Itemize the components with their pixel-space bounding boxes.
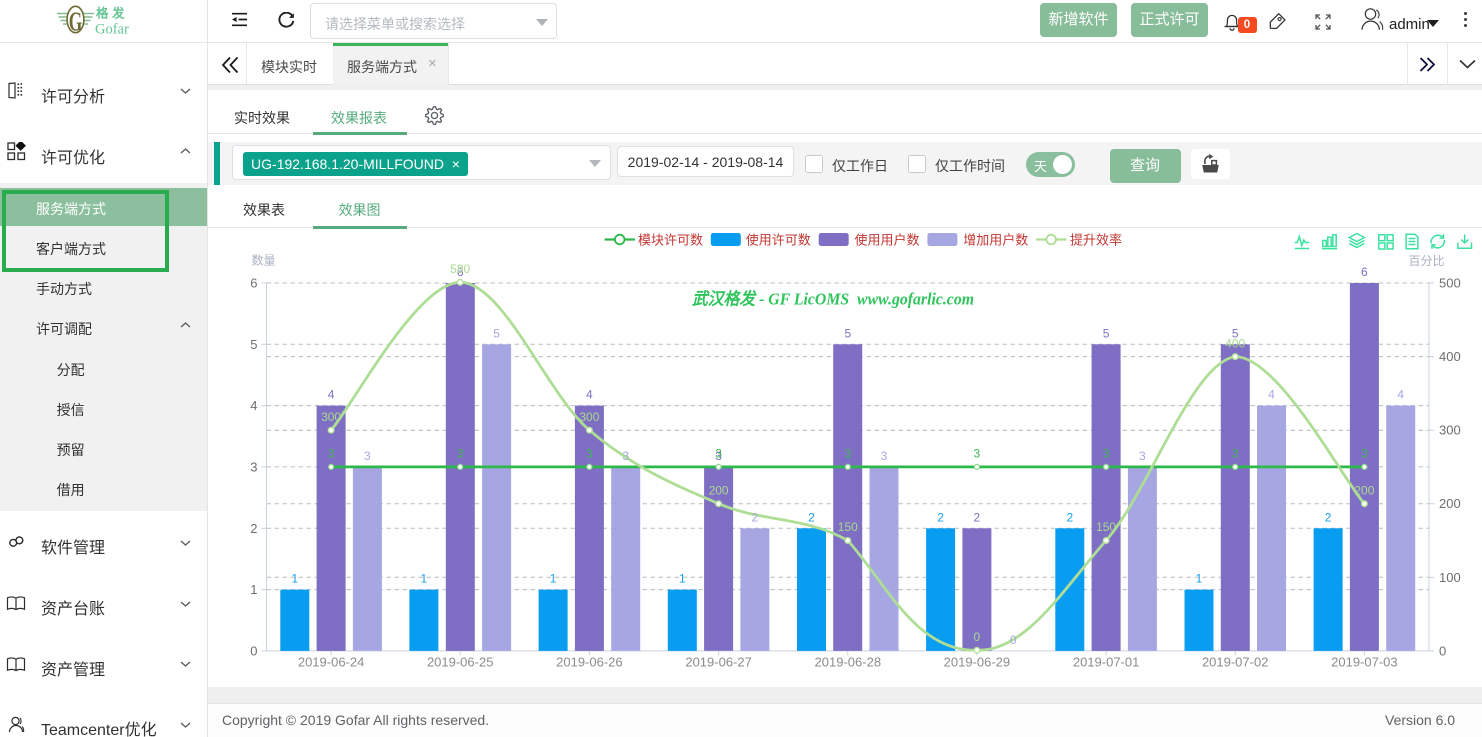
svg-text:模块许可数: 模块许可数 [638,232,703,247]
svg-text:使用用户数: 使用用户数 [855,232,920,247]
svg-text:300: 300 [321,410,341,424]
svg-text:300: 300 [579,410,599,424]
svg-text:3: 3 [844,447,851,461]
svg-text:3: 3 [622,449,629,463]
svg-text:数量: 数量 [251,253,275,268]
svg-text:2: 2 [974,510,981,524]
svg-text:1: 1 [679,572,686,586]
svg-text:0: 0 [1010,633,1017,647]
svg-text:3: 3 [586,447,593,461]
svg-text:0: 0 [250,643,257,658]
svg-text:4: 4 [250,398,257,413]
svg-text:2019-06-27: 2019-06-27 [685,655,752,670]
svg-text:1: 1 [550,572,557,586]
svg-text:G: G [69,7,83,37]
svg-text:3: 3 [1103,447,1110,461]
svg-text:3: 3 [881,449,888,463]
svg-text:0: 0 [1439,643,1446,658]
svg-text:3: 3 [1232,447,1239,461]
svg-text:150: 150 [1096,520,1116,534]
svg-text:3: 3 [715,449,722,463]
svg-text:3: 3 [974,447,981,461]
svg-text:武汉格发 - GF LicOMS www.gofarlic: 武汉格发 - GF LicOMS www.gofarlic.com [692,290,974,309]
svg-text:百分比: 百分比 [1409,254,1445,268]
svg-text:使用许可数: 使用许可数 [746,232,811,247]
svg-text:4: 4 [328,388,335,402]
svg-text:2: 2 [937,510,944,524]
svg-text:5: 5 [493,326,500,340]
svg-text:2019-06-29: 2019-06-29 [944,655,1011,670]
svg-text:增加用户数: 增加用户数 [963,232,1028,247]
svg-text:2: 2 [250,521,257,536]
svg-text:2019-07-03: 2019-07-03 [1331,655,1398,670]
svg-text:200: 200 [709,483,729,497]
svg-text:3: 3 [1361,447,1368,461]
svg-text:200: 200 [1354,483,1374,497]
svg-text:100: 100 [1439,570,1461,585]
svg-text:400: 400 [1439,349,1461,364]
svg-text:3: 3 [328,447,335,461]
svg-text:300: 300 [1439,423,1461,438]
svg-text:Gofar: Gofar [95,22,129,38]
svg-text:6: 6 [250,276,257,291]
svg-text:500: 500 [1439,276,1461,291]
svg-text:2019-07-02: 2019-07-02 [1202,655,1269,670]
svg-text:3: 3 [364,449,371,463]
svg-text:150: 150 [838,520,858,534]
svg-text:2019-06-24: 2019-06-24 [298,655,365,670]
svg-text:4: 4 [1397,388,1404,402]
svg-text:3: 3 [1139,449,1146,463]
svg-text:1: 1 [250,582,257,597]
svg-text:0: 0 [974,630,981,644]
svg-text:3: 3 [457,447,464,461]
svg-text:5: 5 [250,337,257,352]
svg-text:400: 400 [1225,336,1245,350]
svg-text:2: 2 [1066,510,1073,524]
svg-text:1: 1 [291,572,298,586]
svg-text:2: 2 [1325,510,1332,524]
svg-text:提升效率: 提升效率 [1070,232,1122,247]
svg-text:3: 3 [250,459,257,474]
svg-text:5: 5 [1232,326,1239,340]
svg-text:1: 1 [421,572,428,586]
svg-text:2: 2 [808,510,815,524]
svg-text:2: 2 [752,510,759,524]
svg-text:格 发: 格 发 [96,6,125,21]
svg-text:4: 4 [1268,388,1275,402]
svg-text:4: 4 [586,388,593,402]
svg-text:580: 580 [450,262,470,276]
svg-text:2019-06-28: 2019-06-28 [815,655,882,670]
svg-text:6: 6 [457,265,464,279]
svg-text:2019-06-25: 2019-06-25 [427,655,494,670]
svg-text:6: 6 [1361,265,1368,279]
svg-text:2019-06-26: 2019-06-26 [556,655,623,670]
svg-text:1: 1 [1196,572,1203,586]
svg-text:5: 5 [1103,326,1110,340]
svg-text:3: 3 [715,447,722,461]
svg-text:5: 5 [844,326,851,340]
svg-text:2019-07-01: 2019-07-01 [1073,655,1140,670]
svg-text:200: 200 [1439,496,1461,511]
